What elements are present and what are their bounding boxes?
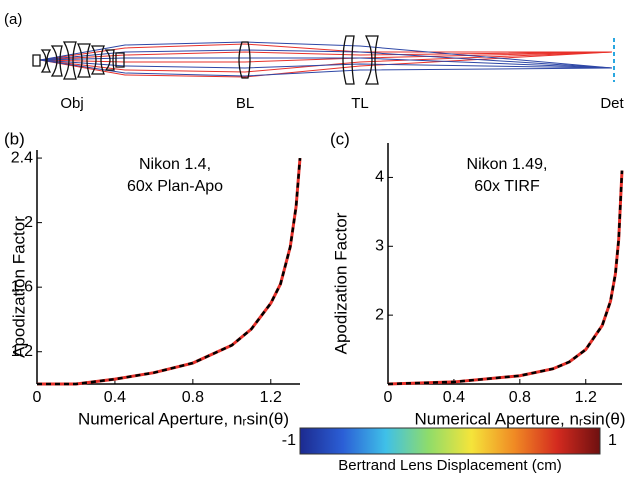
x-tick-label: 1.2 xyxy=(260,389,282,406)
element-label: Det xyxy=(600,95,624,112)
line-series xyxy=(387,170,624,386)
optical-diagram xyxy=(32,35,615,85)
y-tick-label: 2 xyxy=(375,306,384,323)
panel-label: (b) xyxy=(4,129,25,148)
chart: (b) 0 0.4 0.8 1.2 1.2 1.6 2 2.4 Numerical Apertur… xyxy=(4,129,302,428)
x-tick-label: 1.2 xyxy=(575,389,597,406)
y-tick-label: 1.6 xyxy=(11,278,33,295)
y-tick-label: 2 xyxy=(24,214,33,231)
x-axis-label: Numerical Aperture, nᵣsin(θ) xyxy=(78,409,289,428)
colorbar xyxy=(299,427,601,455)
annotation: Nikon 1.4, xyxy=(139,156,211,173)
red-rays xyxy=(39,43,613,78)
lenses xyxy=(32,35,379,85)
colorbar-tick-label: -1 xyxy=(282,432,296,449)
y-axis-label: Apodization Factor xyxy=(9,216,28,358)
element-label: Obj xyxy=(60,95,83,112)
x-axis-label: Numerical Aperture, nᵣsin(θ) xyxy=(415,409,626,428)
x-tick-label: 0.8 xyxy=(509,389,531,406)
y-tick-label: 4 xyxy=(375,169,384,186)
x-tick-label: 0 xyxy=(33,389,42,406)
panel-label: (a) xyxy=(4,11,22,28)
annotation: 60x Plan-Apo xyxy=(127,178,223,195)
y-tick-label: 3 xyxy=(375,238,384,255)
line-series xyxy=(37,157,302,386)
element-label: BL xyxy=(236,95,254,112)
y-tick-label: 1.2 xyxy=(11,343,33,360)
y-tick-label: 2.4 xyxy=(11,149,33,166)
x-tick-label: 0.4 xyxy=(104,389,126,406)
y-axis-label: Apodization Factor xyxy=(331,212,350,354)
annotation: 60x TIRF xyxy=(474,178,540,195)
x-tick-label: 0.4 xyxy=(443,389,465,406)
colorbar-tick-label: 1 xyxy=(608,432,617,449)
chart: (c) 0 0.4 0.8 1.2 2 3 4 Numerical Aperture, nᵣsi… xyxy=(330,129,626,428)
x-tick-label: 0.8 xyxy=(182,389,204,406)
annotation: Nikon 1.49, xyxy=(467,156,548,173)
element-label: TL xyxy=(351,95,369,112)
panel-label: (c) xyxy=(330,129,350,148)
line-series xyxy=(387,170,624,386)
colorbar-label: Bertrand Lens Displacement (cm) xyxy=(338,457,561,474)
x-tick-label: 0 xyxy=(384,389,393,406)
